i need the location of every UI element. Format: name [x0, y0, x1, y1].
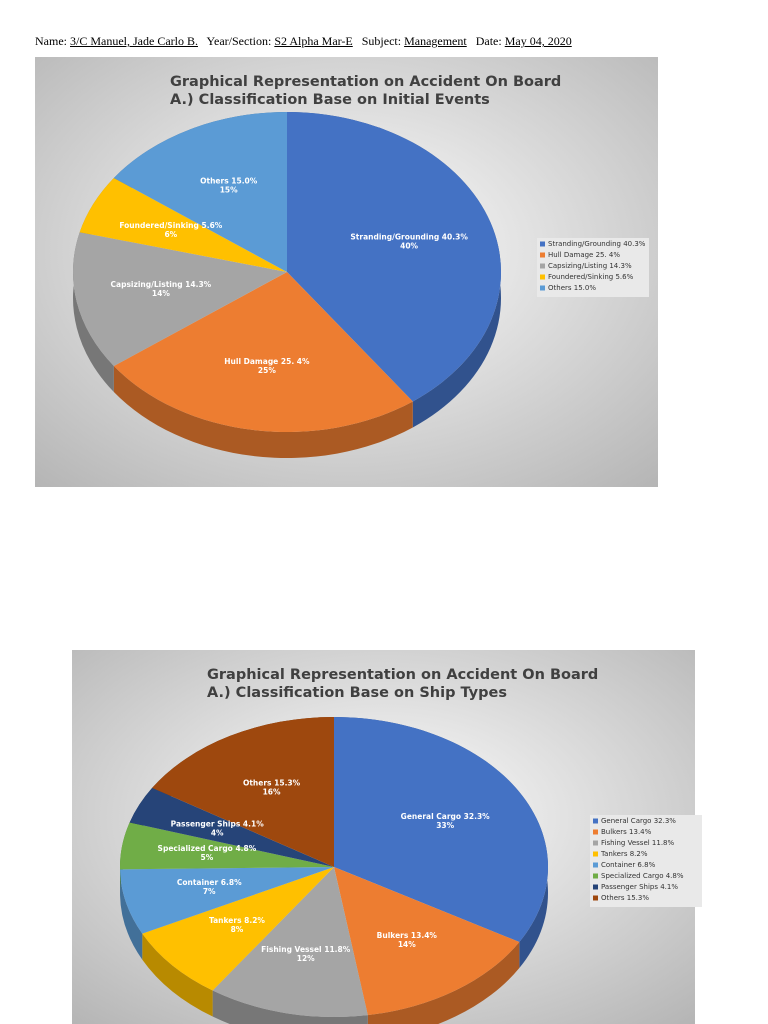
slice-side: [120, 869, 143, 960]
legend-swatch: [593, 851, 598, 857]
legend-label: Capsizing/Listing 14.3%: [548, 262, 632, 270]
slice: [129, 787, 334, 867]
slice-value-label: 16%: [263, 787, 281, 796]
label: Subject:: [361, 34, 402, 48]
label: Date:: [475, 34, 502, 48]
slice: [334, 717, 548, 942]
label: Name:: [35, 34, 67, 48]
slice-value-label: 6%: [164, 230, 177, 239]
legend-label: Tankers 8.2%: [600, 850, 648, 858]
legend-swatch: [593, 895, 598, 901]
legend-swatch: [593, 873, 598, 879]
label: Year/Section:: [206, 34, 272, 48]
slice: [73, 232, 288, 367]
slice-side: [212, 990, 368, 1024]
legend-label: General Cargo 32.3%: [601, 817, 676, 825]
slice-value-label: 5%: [201, 853, 214, 862]
slice-label: Others 15.3%: [243, 778, 301, 787]
legend-swatch: [540, 274, 545, 280]
slice-value-label: 8%: [231, 925, 244, 934]
slice-value-label: 7%: [203, 887, 216, 896]
slice-label: Stranding/Grounding 40.3%: [350, 232, 468, 241]
slice-value-label: 15%: [220, 185, 238, 194]
chart-title: Graphical Representation on Accident On …: [170, 74, 561, 90]
slice-label: Hull Damage 25. 4%: [224, 357, 310, 366]
slice-value-label: 12%: [297, 954, 315, 963]
value: Management: [404, 34, 467, 48]
slice-side: [113, 366, 413, 458]
slice-value-label: 33%: [436, 821, 454, 830]
slice-label: Others 15.0%: [200, 176, 258, 185]
legend-swatch: [540, 285, 545, 291]
legend-swatch: [593, 884, 598, 890]
slice-value-label: 14%: [152, 289, 170, 298]
chart: Graphical Representation on Accident On …: [72, 650, 702, 1024]
slice-value-label: 4%: [211, 829, 224, 838]
slice-value-label: 25%: [258, 366, 276, 375]
slice-side: [367, 942, 520, 1024]
slice-side: [142, 933, 213, 1017]
legend-label: Others 15.3%: [601, 894, 649, 902]
value: S2 Alpha Mar-E: [274, 34, 353, 48]
slice-label: Capsizing/Listing 14.3%: [111, 280, 212, 289]
slice-value-label: 40%: [400, 241, 418, 250]
slice-label: Specialized Cargo 4.8%: [158, 844, 257, 853]
value: May 04, 2020: [504, 34, 572, 48]
legend-swatch: [593, 829, 598, 835]
slice: [79, 177, 287, 272]
legend-swatch: [593, 818, 598, 824]
value: 3/C Manuel, Jade Carlo B.: [70, 34, 198, 48]
legend-swatch: [540, 252, 545, 258]
legend-label: Foundered/Sinking 5.6%: [548, 273, 634, 281]
chart-subtitle: A.) Classification Base on Initial Event…: [170, 92, 490, 108]
slice-label: Foundered/Sinking 5.6%: [119, 221, 222, 230]
slice: [142, 867, 334, 991]
legend-label: Container 6.8%: [601, 861, 656, 869]
chart-title: Graphical Representation on Accident On …: [207, 667, 598, 683]
slice: [152, 717, 334, 867]
slice: [334, 867, 520, 1016]
chart-subtitle: A.) Classification Base on Ship Types: [207, 685, 507, 701]
legend-box: [537, 238, 649, 297]
header: Name: 3/C Manuel, Jade Carlo B. Year/Sec…: [35, 34, 578, 49]
slice-label: Tankers 8.2%: [209, 916, 265, 925]
legend-swatch: [540, 263, 545, 269]
legend-swatch: [540, 241, 545, 247]
legend-label: Bulkers 13.4%: [601, 828, 652, 836]
legend-label: Others 15.0%: [548, 284, 596, 292]
slice-label: General Cargo 32.3%: [401, 812, 491, 821]
legend-label: Hull Damage 25. 4%: [548, 251, 620, 259]
slice-value-label: 14%: [398, 940, 416, 949]
legend-label: Specialized Cargo 4.8%: [601, 872, 684, 880]
legend-label: Passenger Ships 4.1%: [601, 883, 678, 891]
slice-label: Fishing Vessel 11.8%: [261, 945, 351, 954]
slice-label: Bulkers 13.4%: [377, 931, 438, 940]
legend-swatch: [593, 840, 598, 846]
slice: [113, 272, 413, 432]
legend-label: Stranding/Grounding 40.3%: [548, 240, 646, 248]
slice-label: Passenger Ships 4.1%: [171, 820, 265, 829]
legend-label: Fishing Vessel 11.8%: [601, 839, 675, 847]
slice: [113, 112, 287, 272]
slice: [120, 867, 334, 934]
legend-swatch: [593, 862, 598, 868]
slice: [287, 112, 501, 402]
slice-label: Container 6.8%: [177, 878, 242, 887]
chart: Graphical Representation on Accident On …: [35, 57, 658, 487]
slice: [120, 822, 334, 870]
slice: [212, 867, 368, 1017]
legend-box: [590, 815, 702, 907]
